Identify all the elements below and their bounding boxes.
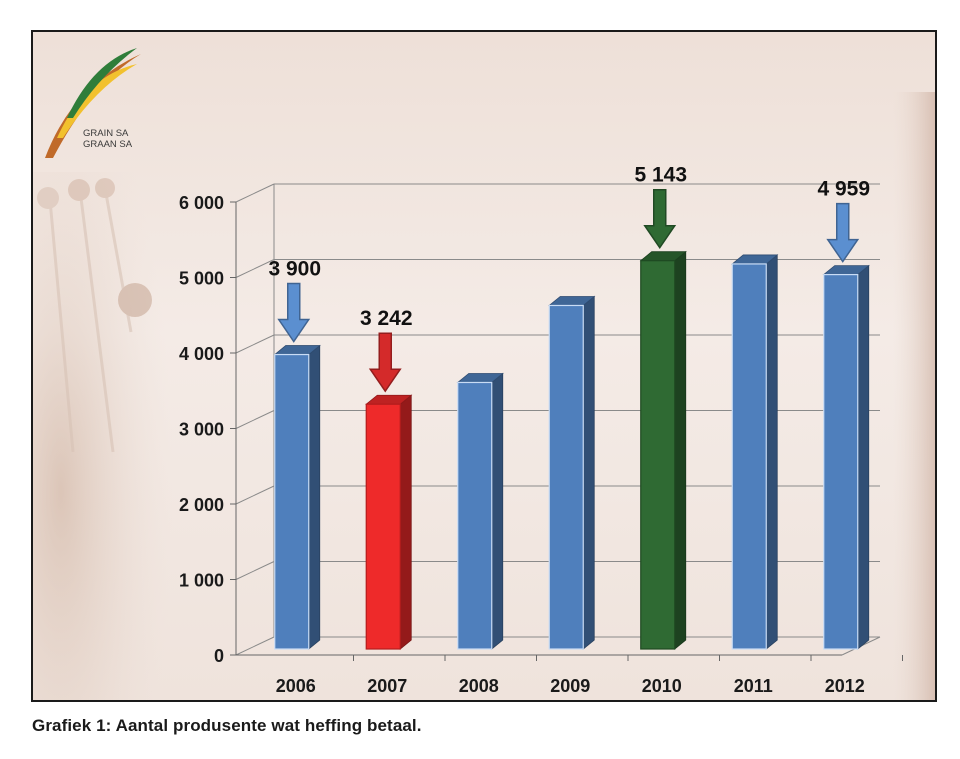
chart-caption: Grafiek 1: Aantal produsente wat heffing…: [32, 716, 422, 735]
y-tick-label: 1 000: [179, 571, 224, 591]
decorative-dot: [118, 283, 152, 317]
x-tick-label: 2008: [459, 676, 499, 696]
data-label: 4 959: [817, 178, 870, 201]
bar-side: [582, 295, 595, 650]
data-label: 3 242: [360, 307, 413, 330]
y-tick-label: 5 000: [179, 269, 224, 289]
y-tick-label: 0: [214, 646, 224, 666]
decorative-dot: [68, 179, 90, 201]
bar: [731, 263, 767, 650]
bar: [365, 403, 401, 650]
logo-line-2: GRAAN SA: [83, 139, 133, 150]
arrow-icon: [826, 202, 860, 263]
y-tick-label: 4 000: [179, 344, 224, 364]
bar-chart: 0 1 000 2 000 3 000 4 000 5 000 6 000 2006 2007 2…: [33, 48, 935, 700]
gridline-side: [235, 561, 275, 580]
bar-side: [399, 394, 412, 650]
bar: [548, 304, 584, 650]
bar: [640, 260, 676, 650]
background-decoration-right: [893, 92, 935, 700]
bar-side: [308, 344, 321, 650]
arrow-icon: [277, 282, 311, 343]
y-tick-label: 6 000: [179, 193, 224, 213]
decorative-dot: [37, 187, 59, 209]
grain-sa-logo-icon: [45, 48, 141, 158]
logo-line-1: GRAIN SA: [83, 128, 129, 139]
x-tick-label: 2007: [367, 676, 407, 696]
bar: [823, 273, 859, 650]
decorative-stems: [37, 178, 152, 453]
logo-text: GRAIN SA GRAAN SA: [83, 128, 132, 150]
arrow-icon: [368, 332, 402, 393]
arrow-icon: [643, 188, 677, 250]
gridline-side: [235, 485, 275, 505]
data-label: 5 143: [634, 164, 687, 187]
bar-side: [674, 250, 687, 650]
gridline-side: [235, 334, 275, 354]
gridline-side: [235, 259, 275, 278]
data-label: 3 900: [268, 258, 321, 281]
gridline-side: [235, 636, 275, 656]
x-tick-label: 2011: [734, 676, 773, 696]
bar: [457, 381, 493, 650]
x-tick-label: 2012: [825, 676, 865, 696]
bar-side: [491, 372, 504, 650]
bar: [274, 353, 310, 650]
bar-side: [765, 254, 778, 650]
x-tick-label: 2009: [550, 676, 590, 696]
chart-frame: 0 1 000 2 000 3 000 4 000 5 000 6 000 2006 2007 2…: [31, 30, 937, 702]
decorative-dot: [95, 178, 115, 198]
gridline-side: [235, 183, 275, 203]
y-tick-label: 2 000: [179, 495, 224, 515]
x-tick-label: 2010: [642, 676, 682, 696]
gridline-side: [235, 410, 275, 429]
bar-side: [857, 264, 870, 650]
x-tick-label: 2006: [276, 676, 316, 696]
y-tick-label: 3 000: [179, 420, 224, 440]
